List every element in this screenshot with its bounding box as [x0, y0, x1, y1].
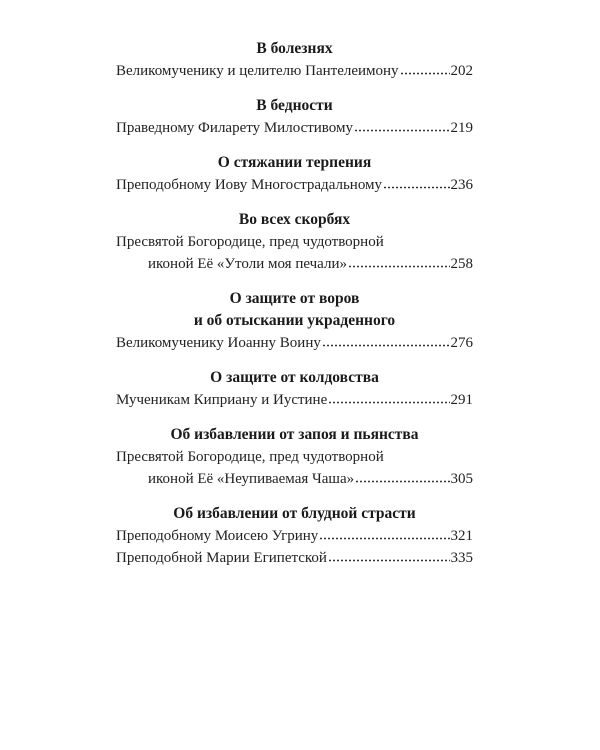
toc-section: О защите от воров и об отыскании украденн…	[116, 288, 473, 354]
entry-line: Пресвятой Богородице, пред чудотворной	[116, 231, 473, 253]
entry-title: Праведному Филарету Милостивому	[116, 120, 353, 136]
section-heading: О защите от колдовства	[116, 367, 473, 389]
page-number: 335	[450, 550, 474, 566]
entry-title: Мученикам Киприану и Иустине	[116, 392, 328, 408]
entry-title: Преподобной Марии Египетской	[116, 550, 327, 566]
entry-title: Великомученику Иоанну Воину	[116, 335, 321, 351]
page-number: 258	[450, 256, 474, 272]
dot-leader	[347, 265, 450, 268]
page-number: 202	[450, 63, 474, 79]
entry-title: Пресвятой Богородице, пред чудотворной	[116, 449, 384, 465]
section-heading: В бедности	[116, 95, 473, 117]
section-heading: Об избавлении от запоя и пьянства	[116, 424, 473, 446]
toc-entry: Великомученику Иоанну Воину 276	[116, 332, 473, 354]
section-heading-line: В болезнях	[256, 40, 333, 57]
dot-leader	[321, 344, 450, 347]
entry-line: иконой Её «Неупиваемая Чаша» 305	[116, 468, 473, 490]
toc-section: Во всех скорбях Пресвятой Богородице, пре…	[116, 209, 473, 275]
toc-section: Об избавлении от запоя и пьянства Пресвят…	[116, 424, 473, 490]
toc-entry: Пресвятой Богородице, пред чудотворной ик…	[116, 231, 473, 275]
entry-line: Праведному Филарету Милостивому 219	[116, 117, 473, 139]
section-heading-line: В бедности	[256, 97, 333, 114]
entry-line: Пресвятой Богородице, пред чудотворной	[116, 446, 473, 468]
toc-section: В болезнях Великомученику и целителю Пант…	[116, 38, 473, 82]
entry-title: Пресвятой Богородице, пред чудотворной	[116, 234, 384, 250]
toc-section: В бедности Праведному Филарету Милостивом…	[116, 95, 473, 139]
entry-line: Великомученику и целителю Пантелеимону 20…	[116, 60, 473, 82]
dot-leader	[354, 129, 450, 132]
entry-title: иконой Её «Неупиваемая Чаша»	[148, 471, 355, 487]
toc-section: О защите от колдовства Мученикам Киприану…	[116, 367, 473, 411]
entry-title: Преподобному Моисею Угрину	[116, 528, 319, 544]
entry-line: Преподобной Марии Египетской 335	[116, 547, 473, 569]
entry-title: Преподобному Иову Многострадальному	[116, 177, 383, 193]
section-heading: Во всех скорбях	[116, 209, 473, 231]
toc-entry: Преподобному Иову Многострадальному 236	[116, 174, 473, 196]
toc-entry: Преподобному Моисею Угрину 321	[116, 525, 473, 547]
section-heading-line: О защите от колдовства	[210, 369, 379, 386]
toc-section: О стяжании терпения Преподобному Иову Мно…	[116, 152, 473, 196]
dot-leader	[355, 480, 450, 483]
section-heading-line: Об избавлении от запоя и пьянства	[170, 426, 419, 443]
entry-title: Великомученику и целителю Пантелеимону	[116, 63, 399, 79]
dot-leader	[327, 559, 450, 562]
section-heading-line: и об отыскании украденного	[193, 312, 396, 329]
table-of-contents: В болезнях Великомученику и целителю Пант…	[116, 38, 473, 569]
toc-section: Об избавлении от блудной страсти Преподоб…	[116, 503, 473, 569]
dot-leader	[328, 401, 450, 404]
section-heading-line: О защите от воров	[229, 290, 360, 307]
toc-entry: Великомученику и целителю Пантелеимону 20…	[116, 60, 473, 82]
entry-line: Мученикам Киприану и Иустине 291	[116, 389, 473, 411]
page-number: 219	[450, 120, 474, 136]
section-heading: В болезнях	[116, 38, 473, 60]
toc-entry: Праведному Филарету Милостивому 219	[116, 117, 473, 139]
page-number: 321	[450, 528, 474, 544]
dot-leader	[383, 186, 450, 189]
toc-entry: Преподобной Марии Египетской 335	[116, 547, 473, 569]
page-number: 236	[450, 177, 474, 193]
section-heading-line: Во всех скорбях	[238, 211, 351, 228]
section-heading-line: О стяжании терпения	[217, 154, 372, 171]
page-number: 305	[450, 471, 474, 487]
dot-leader	[319, 537, 450, 540]
page-number: 291	[450, 392, 474, 408]
section-heading: Об избавлении от блудной страсти	[116, 503, 473, 525]
section-heading: О защите от воров и об отыскании украденн…	[116, 288, 473, 332]
entry-line: Преподобному Иову Многострадальному 236	[116, 174, 473, 196]
entry-title: иконой Её «Утоли моя печали»	[148, 256, 347, 272]
dot-leader	[399, 72, 450, 75]
entry-line: Преподобному Моисею Угрину 321	[116, 525, 473, 547]
page-number: 276	[450, 335, 474, 351]
toc-entry: Мученикам Киприану и Иустине 291	[116, 389, 473, 411]
section-heading-line: Об избавлении от блудной страсти	[173, 505, 416, 522]
entry-line: Великомученику Иоанну Воину 276	[116, 332, 473, 354]
section-heading: О стяжании терпения	[116, 152, 473, 174]
entry-line: иконой Её «Утоли моя печали» 258	[116, 253, 473, 275]
toc-entry: Пресвятой Богородице, пред чудотворной ик…	[116, 446, 473, 490]
